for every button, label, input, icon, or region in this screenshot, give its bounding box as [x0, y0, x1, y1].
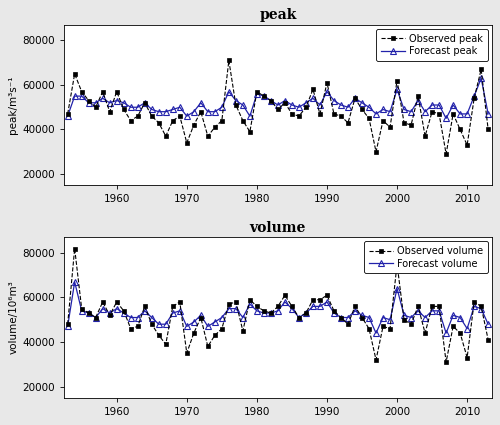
Observed volume [485, 337, 491, 342]
Forecast volume [72, 279, 78, 284]
Observed peak [324, 80, 330, 85]
Observed volume [443, 360, 449, 365]
Line: Forecast volume: Forecast volume [65, 279, 491, 336]
Observed volume [64, 322, 70, 327]
Forecast peak [485, 111, 491, 116]
Observed peak [436, 111, 442, 116]
Observed peak [443, 151, 449, 156]
Observed volume [156, 333, 162, 338]
Observed peak [64, 111, 70, 116]
Observed volume [324, 293, 330, 298]
Forecast volume [219, 315, 225, 320]
Legend: Observed volume, Forecast volume: Observed volume, Forecast volume [364, 241, 488, 273]
Forecast volume [324, 299, 330, 304]
Title: volume: volume [250, 221, 306, 235]
Y-axis label: peak/m³s⁻¹: peak/m³s⁻¹ [8, 76, 18, 134]
Forecast peak [429, 102, 435, 108]
Observed volume [170, 304, 176, 309]
Forecast volume [373, 331, 379, 336]
Forecast peak [149, 107, 155, 112]
Observed peak [163, 133, 169, 139]
Observed peak [485, 127, 491, 132]
Line: Observed volume: Observed volume [65, 246, 490, 365]
Legend: Observed peak, Forecast peak: Observed peak, Forecast peak [376, 29, 488, 61]
Forecast volume [64, 324, 70, 329]
Forecast peak [163, 109, 169, 114]
Observed volume [296, 315, 302, 320]
Observed volume [72, 246, 78, 251]
Forecast peak [443, 116, 449, 121]
Forecast volume [296, 315, 302, 320]
Observed volume [436, 304, 442, 309]
Line: Forecast peak: Forecast peak [65, 76, 491, 121]
Title: peak: peak [259, 8, 296, 23]
Y-axis label: volume/10⁶m³: volume/10⁶m³ [8, 280, 18, 354]
Forecast peak [317, 102, 323, 108]
Observed volume [219, 326, 225, 331]
Observed peak [212, 125, 218, 130]
Forecast peak [478, 76, 484, 81]
Observed peak [149, 113, 155, 119]
Forecast peak [289, 102, 295, 108]
Forecast volume [156, 322, 162, 327]
Line: Observed peak: Observed peak [65, 58, 490, 156]
Forecast peak [64, 113, 70, 119]
Forecast peak [212, 109, 218, 114]
Observed peak [296, 113, 302, 119]
Forecast volume [443, 331, 449, 336]
Forecast volume [485, 322, 491, 327]
Forecast volume [170, 311, 176, 316]
Observed peak [226, 58, 232, 63]
